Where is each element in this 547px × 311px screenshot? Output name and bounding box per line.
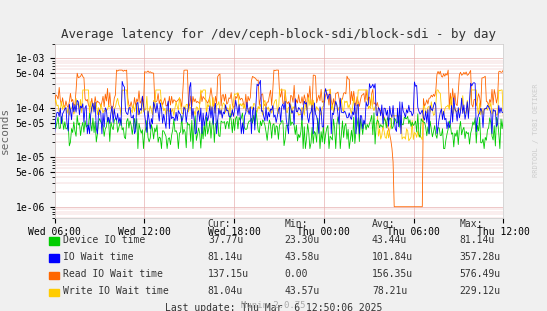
Text: 43.57u: 43.57u — [284, 286, 319, 296]
Text: 156.35u: 156.35u — [372, 269, 413, 279]
Text: 37.77u: 37.77u — [208, 234, 243, 244]
Title: Average latency for /dev/ceph-block-sdi/block-sdi - by day: Average latency for /dev/ceph-block-sdi/… — [61, 28, 497, 41]
Text: 43.44u: 43.44u — [372, 234, 407, 244]
Text: 101.84u: 101.84u — [372, 252, 413, 262]
Text: Min:: Min: — [284, 219, 308, 229]
Text: 0.00: 0.00 — [284, 269, 308, 279]
Text: Write IO Wait time: Write IO Wait time — [63, 286, 168, 296]
Text: Last update: Thu Mar  6 12:50:06 2025: Last update: Thu Mar 6 12:50:06 2025 — [165, 303, 382, 311]
Text: RRDTOOL / TOBI OETIKER: RRDTOOL / TOBI OETIKER — [533, 84, 539, 177]
Y-axis label: seconds: seconds — [0, 107, 10, 154]
Text: 23.30u: 23.30u — [284, 234, 319, 244]
Text: Device IO time: Device IO time — [63, 234, 145, 244]
Text: Avg:: Avg: — [372, 219, 395, 229]
Text: 576.49u: 576.49u — [459, 269, 501, 279]
Text: 81.14u: 81.14u — [459, 234, 494, 244]
Text: IO Wait time: IO Wait time — [63, 252, 133, 262]
Text: 81.04u: 81.04u — [208, 286, 243, 296]
Text: 78.21u: 78.21u — [372, 286, 407, 296]
Text: 357.28u: 357.28u — [459, 252, 501, 262]
Text: Munin 2.0.75: Munin 2.0.75 — [241, 301, 306, 310]
Text: Max:: Max: — [459, 219, 483, 229]
Text: 229.12u: 229.12u — [459, 286, 501, 296]
Text: Cur:: Cur: — [208, 219, 231, 229]
Text: 81.14u: 81.14u — [208, 252, 243, 262]
Text: 43.58u: 43.58u — [284, 252, 319, 262]
Text: Read IO Wait time: Read IO Wait time — [63, 269, 163, 279]
Text: 137.15u: 137.15u — [208, 269, 249, 279]
